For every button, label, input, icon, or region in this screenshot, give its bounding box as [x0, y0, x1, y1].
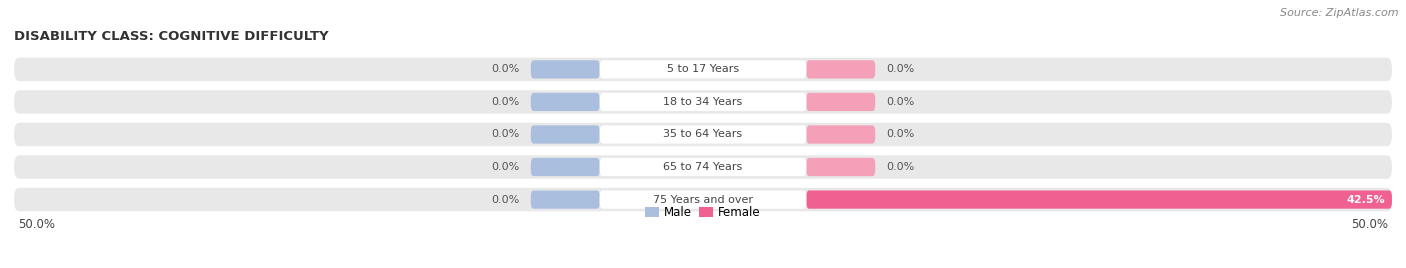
FancyBboxPatch shape: [14, 58, 1392, 81]
FancyBboxPatch shape: [531, 93, 599, 111]
Text: 5 to 17 Years: 5 to 17 Years: [666, 64, 740, 75]
Text: 50.0%: 50.0%: [1351, 218, 1388, 232]
FancyBboxPatch shape: [599, 60, 807, 79]
FancyBboxPatch shape: [14, 90, 1392, 114]
Text: 0.0%: 0.0%: [886, 129, 914, 139]
Text: DISABILITY CLASS: COGNITIVE DIFFICULTY: DISABILITY CLASS: COGNITIVE DIFFICULTY: [14, 30, 329, 43]
FancyBboxPatch shape: [599, 125, 807, 144]
FancyBboxPatch shape: [807, 125, 875, 144]
Text: 0.0%: 0.0%: [492, 129, 520, 139]
Legend: Male, Female: Male, Female: [641, 202, 765, 224]
Text: 0.0%: 0.0%: [492, 195, 520, 204]
FancyBboxPatch shape: [531, 125, 599, 144]
FancyBboxPatch shape: [531, 60, 599, 79]
Text: 0.0%: 0.0%: [492, 97, 520, 107]
FancyBboxPatch shape: [14, 188, 1392, 211]
Text: 0.0%: 0.0%: [886, 97, 914, 107]
Text: 0.0%: 0.0%: [492, 162, 520, 172]
FancyBboxPatch shape: [14, 155, 1392, 179]
FancyBboxPatch shape: [807, 158, 875, 176]
Text: 0.0%: 0.0%: [886, 162, 914, 172]
FancyBboxPatch shape: [14, 123, 1392, 146]
Text: 50.0%: 50.0%: [18, 218, 55, 232]
FancyBboxPatch shape: [531, 191, 599, 209]
FancyBboxPatch shape: [599, 191, 807, 209]
FancyBboxPatch shape: [807, 191, 1392, 209]
Text: 35 to 64 Years: 35 to 64 Years: [664, 129, 742, 139]
Text: Source: ZipAtlas.com: Source: ZipAtlas.com: [1281, 8, 1399, 18]
FancyBboxPatch shape: [531, 158, 599, 176]
Text: 0.0%: 0.0%: [492, 64, 520, 75]
FancyBboxPatch shape: [807, 60, 875, 79]
FancyBboxPatch shape: [807, 93, 875, 111]
Text: 75 Years and over: 75 Years and over: [652, 195, 754, 204]
Text: 18 to 34 Years: 18 to 34 Years: [664, 97, 742, 107]
Text: 42.5%: 42.5%: [1347, 195, 1385, 204]
Text: 0.0%: 0.0%: [886, 64, 914, 75]
FancyBboxPatch shape: [599, 158, 807, 176]
FancyBboxPatch shape: [599, 93, 807, 111]
Text: 65 to 74 Years: 65 to 74 Years: [664, 162, 742, 172]
